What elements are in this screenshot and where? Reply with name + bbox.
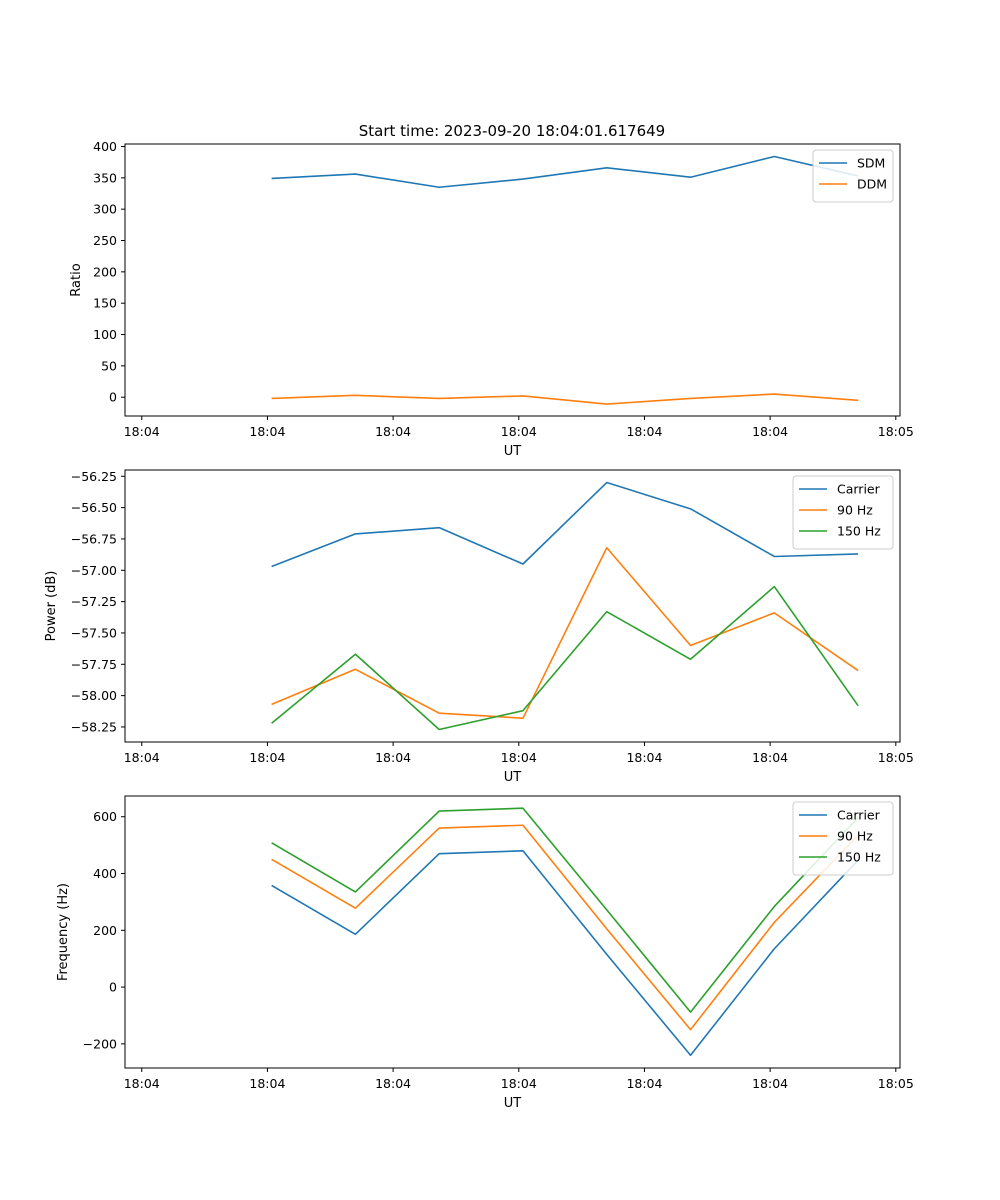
y-tick-label: 50: [101, 358, 117, 373]
axes-frame: [124, 469, 901, 743]
y-axis-label: Ratio: [69, 263, 84, 296]
legend-entry-90-hz: 90 Hz: [837, 829, 873, 844]
y-tick-label: −58.00: [71, 688, 117, 703]
y-tick-label: −200: [83, 1036, 117, 1051]
axes-frame: [124, 795, 901, 1069]
x-tick-label: 18:04: [249, 424, 285, 439]
series-line-90-hz: [271, 824, 859, 1031]
chart-panel-1: 18:04 18:04 18:04 18:04 18:04 18:04 18:05 0 50 10…: [69, 139, 914, 459]
x-tick-label: 18:04: [375, 1076, 411, 1091]
x-tick-label: 18:04: [501, 1076, 537, 1091]
legend-entry-sdm: SDM: [857, 156, 885, 171]
x-tick-label: 18:04: [375, 424, 411, 439]
series-line-carrier: [271, 481, 859, 568]
x-axis-label: UT: [504, 444, 522, 459]
series-line-ddm: [271, 393, 859, 405]
y-tick-label: −56.75: [71, 531, 117, 546]
x-tick-label: 18:04: [501, 750, 537, 765]
series-line-sdm: [271, 155, 859, 189]
y-tick-label: −58.25: [71, 719, 117, 734]
y-tick-label: −57.75: [71, 657, 117, 672]
x-tick-label: 18:04: [752, 424, 788, 439]
x-tick-label: 18:04: [752, 750, 788, 765]
series-line-150-hz: [271, 807, 859, 1013]
legend-entry-carrier: Carrier: [837, 482, 881, 497]
x-tick-label: 18:04: [752, 1076, 788, 1091]
x-tick-label: 18:04: [626, 1076, 662, 1091]
legend-entry-carrier: Carrier: [837, 808, 881, 823]
x-axis-label: UT: [504, 770, 522, 785]
y-tick-label: 0: [109, 980, 117, 995]
x-tick-label: 18:04: [626, 424, 662, 439]
x-tick-label: 18:05: [878, 1076, 914, 1091]
chart-panel-2: 18:04 18:04 18:04 18:04 18:04 18:04 18:05 −58.2…: [44, 469, 914, 785]
x-tick-label: 18:05: [878, 750, 914, 765]
y-tick-label: −56.25: [71, 469, 117, 484]
y-tick-label: 300: [93, 202, 117, 217]
x-tick-label: 18:04: [249, 1076, 285, 1091]
legend-entry-ddm: DDM: [857, 177, 887, 192]
y-tick-label: 0: [109, 390, 117, 405]
legend-entry-150-hz: 150 Hz: [837, 850, 881, 865]
y-tick-label: 200: [93, 264, 117, 279]
y-axis-label: Frequency (Hz): [56, 883, 71, 981]
x-tick-label: 18:04: [501, 424, 537, 439]
x-tick-label: 18:04: [124, 750, 160, 765]
chart-panel-3: 18:04 18:04 18:04 18:04 18:04 18:04 18:05 −200 0…: [56, 795, 914, 1111]
y-tick-label: −57.00: [71, 563, 117, 578]
figure-title: Start time: 2023-09-20 18:04:01.617649: [359, 122, 665, 140]
x-tick-label: 18:04: [124, 424, 160, 439]
y-tick-label: 600: [93, 809, 117, 824]
y-tick-label: 400: [93, 866, 117, 881]
x-tick-label: 18:04: [375, 750, 411, 765]
y-tick-label: 150: [93, 296, 117, 311]
y-tick-label: −56.50: [71, 500, 117, 515]
y-axis-label: Power (dB): [44, 571, 59, 642]
x-tick-label: 18:05: [878, 424, 914, 439]
legend: Carrier 90 Hz 150 Hz: [792, 475, 894, 550]
chart-panels: 18:04 18:04 18:04 18:04 18:04 18:04 18:05 0 50 10…: [44, 139, 914, 1111]
series-line-90-hz: [271, 546, 859, 719]
y-tick-label: 200: [93, 923, 117, 938]
x-axis-label: UT: [504, 1096, 522, 1111]
y-tick-label: −57.50: [71, 625, 117, 640]
y-tick-label: −57.25: [71, 594, 117, 609]
series-line-carrier: [271, 849, 859, 1057]
x-tick-label: 18:04: [124, 1076, 160, 1091]
legend: Carrier 90 Hz 150 Hz: [792, 801, 894, 876]
y-tick-label: 350: [93, 170, 117, 185]
legend-entry-150-hz: 150 Hz: [837, 524, 881, 539]
y-tick-label: 250: [93, 233, 117, 248]
legend: SDM DDM: [812, 149, 894, 203]
x-tick-label: 18:04: [249, 750, 285, 765]
x-tick-label: 18:04: [626, 750, 662, 765]
y-tick-label: 100: [93, 327, 117, 342]
y-tick-label: 400: [93, 139, 117, 154]
axes-frame: [124, 143, 901, 417]
series-line-150-hz: [271, 585, 859, 731]
legend-entry-90-hz: 90 Hz: [837, 503, 873, 518]
